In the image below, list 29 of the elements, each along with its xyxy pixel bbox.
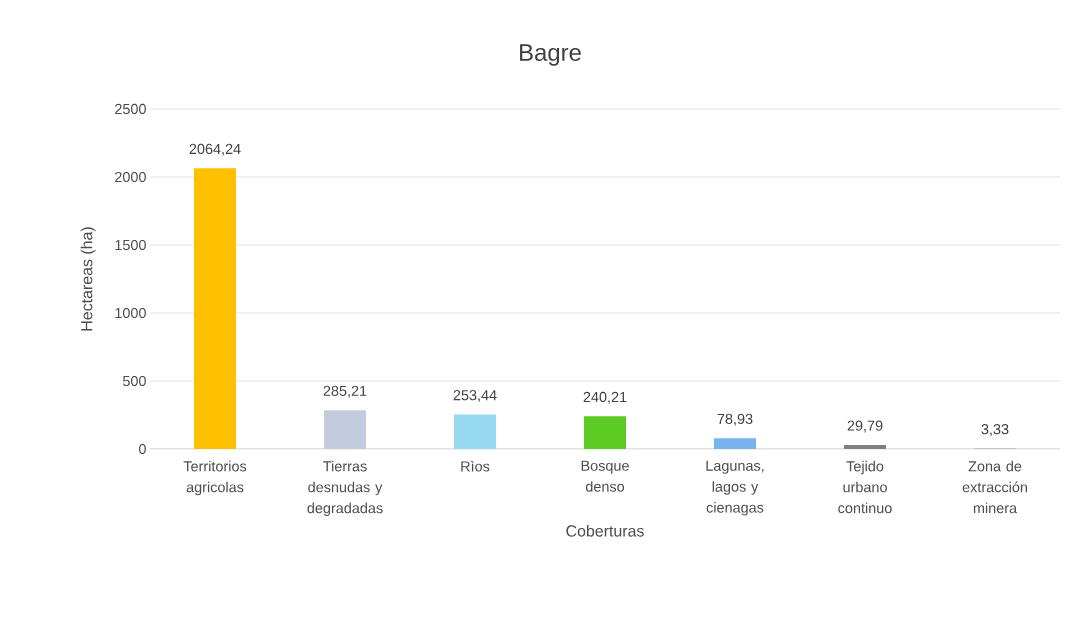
bar: [454, 414, 496, 449]
y-tick-label: 500: [122, 375, 146, 387]
x-tick-label: Territorios agricolas: [183, 460, 247, 496]
bar: [194, 168, 236, 449]
bar: [324, 410, 366, 449]
bar: [714, 438, 757, 449]
bar: [584, 416, 626, 449]
y-axis-title: Hectareas (ha): [80, 227, 96, 331]
y-tick-label: 2000: [115, 171, 146, 183]
data-label: 29,79: [847, 420, 883, 433]
data-label: 2064,24: [189, 143, 241, 156]
data-label: 3,33: [981, 424, 1009, 437]
bar: [844, 444, 887, 449]
x-axis-title: Coberturas: [566, 524, 644, 537]
x-tick-label: Lagunas, lagos y cienagas: [706, 460, 764, 516]
y-tick-label: 1000: [115, 307, 146, 319]
data-label: 78,93: [717, 413, 753, 426]
x-tick-label: Tierras desnudas y degradadas: [307, 460, 383, 517]
data-label: 240,21: [583, 391, 627, 404]
x-tick-label: Bosque denso: [581, 460, 629, 492]
x-tick-label: Tejido urbano continuo: [838, 460, 892, 514]
data-label: 253,44: [453, 390, 497, 403]
y-tick-label: 2500: [115, 103, 146, 115]
chart-title: Bagre: [520, 44, 581, 66]
data-label: 285,21: [323, 385, 367, 398]
x-tick-label: Zona de extracción minera: [962, 460, 1027, 514]
y-tick-label: 0: [139, 443, 146, 455]
y-tick-label: 1500: [115, 239, 146, 251]
x-tick-label: Rìos: [461, 460, 490, 472]
